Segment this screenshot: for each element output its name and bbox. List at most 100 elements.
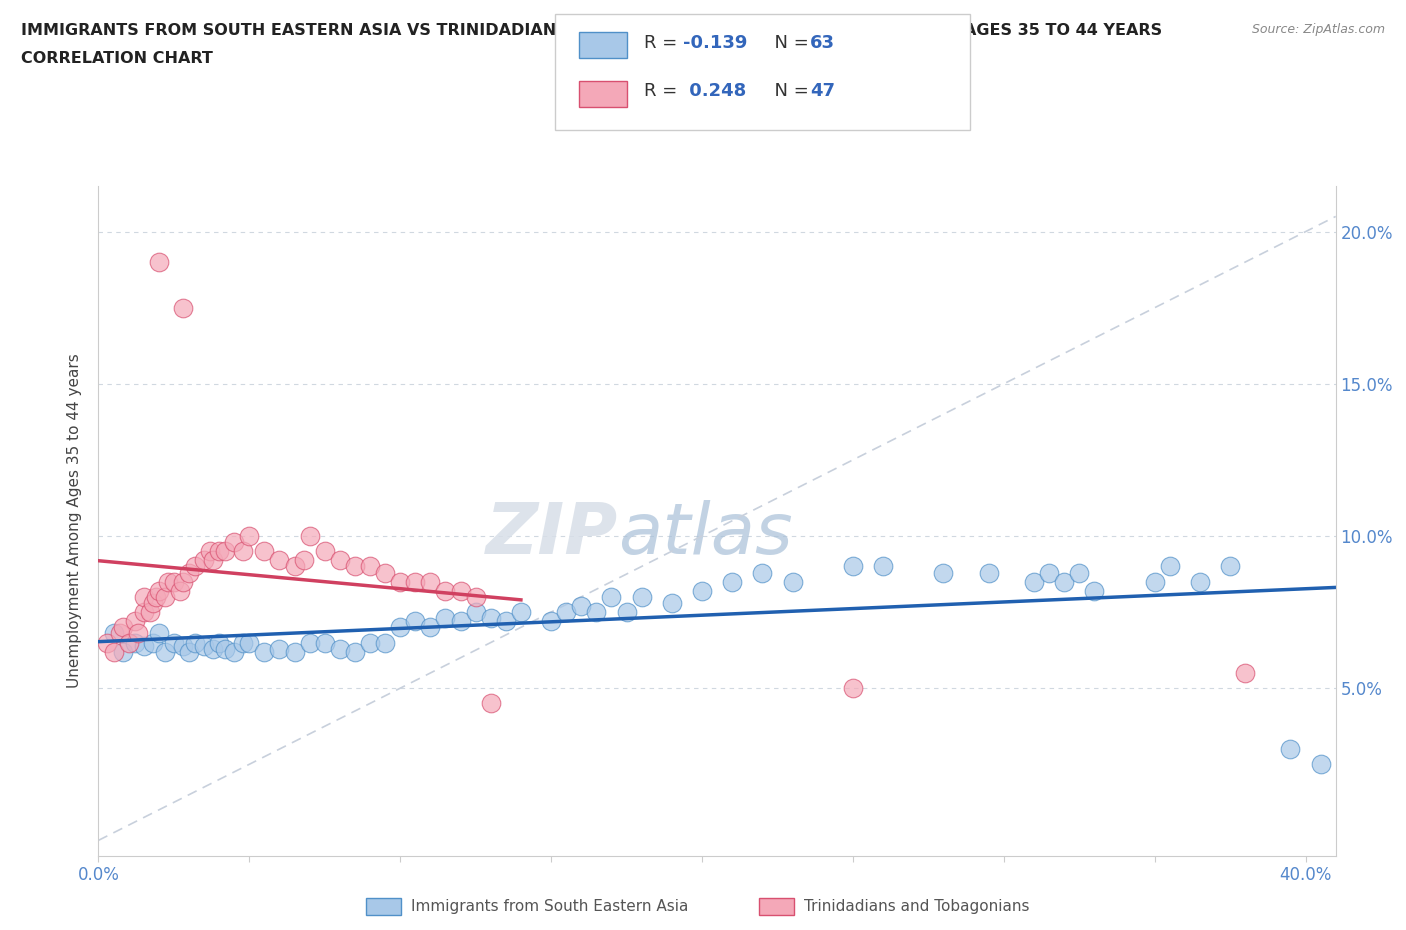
Point bbox=[389, 620, 412, 635]
Point bbox=[374, 565, 396, 580]
Point bbox=[343, 644, 366, 659]
Text: CORRELATION CHART: CORRELATION CHART bbox=[21, 51, 212, 66]
Point bbox=[630, 590, 652, 604]
Point bbox=[148, 626, 170, 641]
Text: R =: R = bbox=[644, 82, 683, 100]
Text: 63: 63 bbox=[810, 33, 835, 52]
Point bbox=[172, 638, 194, 653]
Point bbox=[284, 644, 307, 659]
Point bbox=[224, 535, 246, 550]
Point bbox=[232, 635, 254, 650]
Point bbox=[269, 553, 291, 568]
Point bbox=[329, 553, 352, 568]
Point bbox=[148, 583, 170, 598]
Point bbox=[751, 565, 773, 580]
Point bbox=[495, 614, 517, 629]
Point bbox=[1219, 559, 1241, 574]
Point bbox=[163, 574, 186, 589]
Point bbox=[208, 544, 231, 559]
Point bbox=[156, 574, 179, 589]
Point bbox=[103, 626, 125, 641]
Point bbox=[434, 583, 457, 598]
Point bbox=[555, 604, 578, 619]
Point bbox=[419, 620, 441, 635]
Point bbox=[208, 635, 231, 650]
Point bbox=[292, 553, 315, 568]
Point bbox=[1022, 574, 1045, 589]
Point bbox=[464, 604, 486, 619]
Point bbox=[202, 553, 225, 568]
Point bbox=[404, 574, 426, 589]
Point bbox=[404, 614, 426, 629]
Point bbox=[1234, 666, 1257, 681]
Point bbox=[232, 544, 254, 559]
Point bbox=[450, 583, 472, 598]
Point bbox=[479, 611, 502, 626]
Text: atlas: atlas bbox=[619, 499, 793, 568]
Point bbox=[932, 565, 955, 580]
Point bbox=[177, 565, 200, 580]
Point bbox=[108, 626, 131, 641]
Point bbox=[145, 590, 167, 604]
Point bbox=[721, 574, 744, 589]
Point bbox=[389, 574, 412, 589]
Point bbox=[872, 559, 894, 574]
Point bbox=[142, 635, 165, 650]
Point bbox=[202, 641, 225, 656]
Point bbox=[214, 641, 236, 656]
Point bbox=[616, 604, 638, 619]
Point bbox=[172, 300, 194, 315]
Point bbox=[1083, 583, 1105, 598]
Point bbox=[111, 644, 134, 659]
Text: Trinidadians and Tobagonians: Trinidadians and Tobagonians bbox=[804, 899, 1029, 914]
Point bbox=[184, 635, 207, 650]
Point bbox=[284, 559, 307, 574]
Point bbox=[177, 644, 200, 659]
Point bbox=[509, 604, 531, 619]
Point bbox=[690, 583, 713, 598]
Point bbox=[298, 635, 321, 650]
Point bbox=[450, 614, 472, 629]
Point bbox=[184, 559, 207, 574]
Point bbox=[585, 604, 607, 619]
Text: -0.139: -0.139 bbox=[683, 33, 748, 52]
Point bbox=[117, 635, 139, 650]
Point bbox=[132, 638, 155, 653]
Point bbox=[464, 590, 486, 604]
Point bbox=[172, 574, 194, 589]
Point bbox=[434, 611, 457, 626]
Point bbox=[343, 559, 366, 574]
Point bbox=[238, 528, 260, 543]
Point bbox=[1143, 574, 1166, 589]
Text: Immigrants from South Eastern Asia: Immigrants from South Eastern Asia bbox=[411, 899, 688, 914]
Text: Source: ZipAtlas.com: Source: ZipAtlas.com bbox=[1251, 23, 1385, 36]
Point bbox=[253, 644, 276, 659]
Point bbox=[253, 544, 276, 559]
Point bbox=[132, 604, 155, 619]
Point bbox=[661, 595, 683, 610]
Point bbox=[111, 620, 134, 635]
Point bbox=[163, 635, 186, 650]
Text: R =: R = bbox=[644, 33, 683, 52]
Point bbox=[153, 644, 176, 659]
Point bbox=[1053, 574, 1076, 589]
Point bbox=[374, 635, 396, 650]
Point bbox=[569, 599, 592, 614]
Y-axis label: Unemployment Among Ages 35 to 44 years: Unemployment Among Ages 35 to 44 years bbox=[67, 353, 83, 688]
Point bbox=[298, 528, 321, 543]
Point bbox=[977, 565, 1000, 580]
Point bbox=[782, 574, 804, 589]
Point bbox=[269, 641, 291, 656]
Point bbox=[193, 638, 215, 653]
Point bbox=[842, 559, 865, 574]
Point bbox=[132, 590, 155, 604]
Point bbox=[138, 604, 160, 619]
Point bbox=[142, 595, 165, 610]
Point bbox=[419, 574, 441, 589]
Text: 47: 47 bbox=[810, 82, 835, 100]
Point bbox=[1309, 757, 1331, 772]
Text: N =: N = bbox=[763, 33, 815, 52]
Text: N =: N = bbox=[763, 82, 815, 100]
Point bbox=[1159, 559, 1181, 574]
Point bbox=[540, 614, 562, 629]
